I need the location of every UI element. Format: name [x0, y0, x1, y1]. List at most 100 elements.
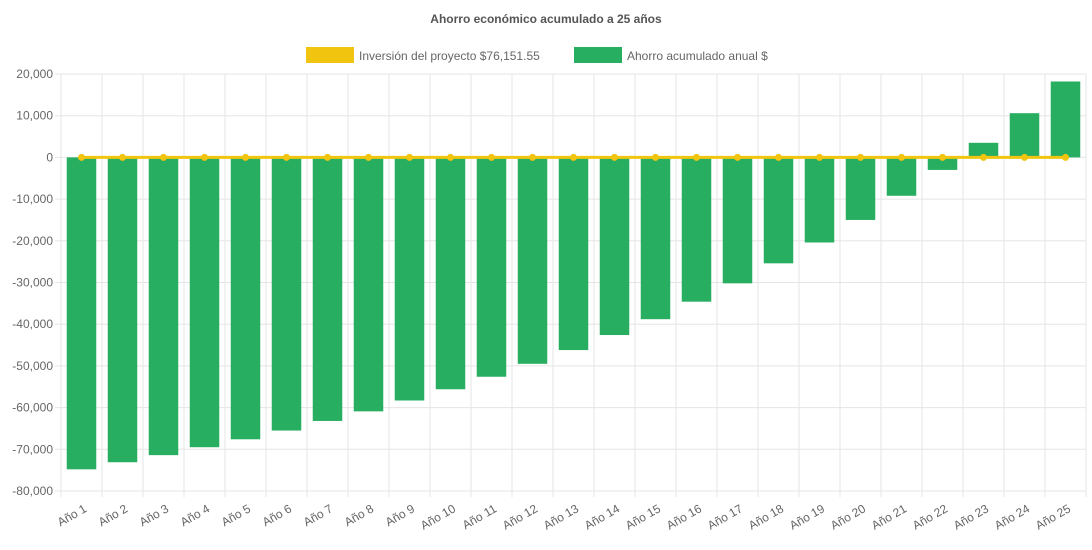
chart-title: Ahorro económico acumulado a 25 años [430, 12, 662, 26]
line-point[interactable] [939, 153, 946, 161]
bar[interactable] [558, 157, 589, 351]
bar[interactable] [271, 157, 302, 431]
x-tick-label: Año 11 [460, 501, 499, 532]
x-tick-label: Año 12 [500, 501, 540, 532]
bar[interactable] [640, 157, 671, 320]
bar[interactable] [804, 157, 835, 243]
line-point[interactable] [529, 153, 536, 161]
x-tick-label: Año 3 [137, 501, 171, 529]
bar[interactable] [312, 157, 343, 421]
line-point[interactable] [160, 153, 167, 161]
legend-item-savings[interactable]: Ahorro acumulado anual $ [574, 47, 768, 63]
line-point[interactable] [447, 153, 454, 161]
x-tick-label: Año 1 [55, 501, 89, 529]
x-tick-label: Año 23 [951, 501, 991, 532]
x-tick-label: Año 5 [219, 501, 253, 529]
bar[interactable] [230, 157, 261, 440]
x-tick-label: Año 22 [910, 501, 950, 532]
y-tick-label: 0 [46, 150, 53, 164]
bar[interactable] [763, 157, 794, 264]
bar[interactable] [886, 157, 917, 196]
bar[interactable] [66, 157, 97, 470]
line-point[interactable] [324, 153, 331, 161]
x-tick-label: Año 10 [418, 501, 458, 532]
bar[interactable] [1050, 81, 1081, 158]
x-tick-label: Año 8 [342, 501, 376, 529]
line-series [78, 153, 1069, 161]
x-tick-label: Año 6 [260, 501, 294, 529]
line-point[interactable] [693, 153, 700, 161]
x-tick-label: Año 14 [582, 501, 622, 532]
line-point[interactable] [283, 153, 290, 161]
bar[interactable] [845, 157, 876, 220]
legend: Inversión del proyecto $76,151.55 Ahorro… [306, 47, 768, 63]
legend-label-savings: Ahorro acumulado anual $ [627, 49, 768, 63]
bar[interactable] [107, 157, 138, 463]
line-point[interactable] [406, 153, 413, 161]
bar[interactable] [968, 142, 999, 158]
bar-series [66, 81, 1081, 470]
gridlines [55, 73, 1087, 497]
x-tick-label: Año 2 [96, 501, 130, 529]
y-tick-label: -50,000 [12, 359, 53, 373]
bar[interactable] [1009, 113, 1040, 158]
bar[interactable] [394, 157, 425, 401]
x-tick-label: Año 15 [623, 501, 663, 532]
bar[interactable] [435, 157, 466, 390]
y-tick-label: -60,000 [12, 401, 53, 415]
bar[interactable] [681, 157, 712, 302]
x-tick-label: Año 25 [1033, 501, 1073, 532]
bar[interactable] [927, 157, 958, 170]
x-tick-label: Año 24 [992, 501, 1032, 532]
legend-swatch-savings [574, 47, 622, 63]
line-point[interactable] [1021, 153, 1028, 161]
bar[interactable] [189, 157, 220, 448]
y-tick-label: 20,000 [16, 67, 53, 81]
x-tick-label: Año 16 [664, 501, 704, 532]
line-point[interactable] [488, 153, 495, 161]
line-point[interactable] [570, 153, 577, 161]
x-tick-label: Año 17 [705, 501, 745, 532]
x-tick-label: Año 9 [383, 501, 417, 529]
bar[interactable] [476, 157, 507, 377]
x-tick-label: Año 7 [301, 501, 335, 529]
line-point[interactable] [898, 153, 905, 161]
bar[interactable] [722, 157, 753, 284]
x-tick-label: Año 19 [787, 501, 827, 532]
line-point[interactable] [201, 153, 208, 161]
x-tick-label: Año 4 [178, 501, 212, 529]
line-point[interactable] [775, 153, 782, 161]
x-tick-label: Año 18 [746, 501, 786, 532]
line-point[interactable] [242, 153, 249, 161]
x-tick-label: Año 20 [828, 501, 868, 532]
line-point[interactable] [78, 153, 85, 161]
line-point[interactable] [365, 153, 372, 161]
line-point[interactable] [734, 153, 741, 161]
y-tick-label: -30,000 [12, 276, 53, 290]
line-point[interactable] [1062, 153, 1069, 161]
line-point[interactable] [980, 153, 987, 161]
bar[interactable] [148, 157, 179, 456]
bar[interactable] [517, 157, 548, 364]
y-tick-label: -40,000 [12, 317, 53, 331]
x-axis: Año 1 Año 2 Año 3 Año 4 Año 5 Año 6 Año 7 Año 8… [55, 501, 1073, 532]
y-axis: 20,000 10,000 0 -10,000 -20,000 -30,000 -40,00… [12, 67, 53, 498]
line-point[interactable] [119, 153, 126, 161]
line-point[interactable] [857, 153, 864, 161]
x-tick-label: Año 13 [541, 501, 581, 532]
line-point[interactable] [652, 153, 659, 161]
legend-item-investment[interactable]: Inversión del proyecto $76,151.55 [306, 47, 540, 63]
line-point[interactable] [816, 153, 823, 161]
bar[interactable] [353, 157, 384, 412]
x-tick-label: Año 21 [869, 501, 909, 532]
y-tick-label: -20,000 [12, 234, 53, 248]
legend-label-investment: Inversión del proyecto $76,151.55 [359, 49, 540, 63]
line-point[interactable] [611, 153, 618, 161]
y-tick-label: -70,000 [12, 442, 53, 456]
y-tick-label: 10,000 [16, 109, 53, 123]
y-tick-label: -80,000 [12, 484, 53, 498]
bar[interactable] [599, 157, 630, 336]
legend-swatch-investment [306, 47, 354, 63]
